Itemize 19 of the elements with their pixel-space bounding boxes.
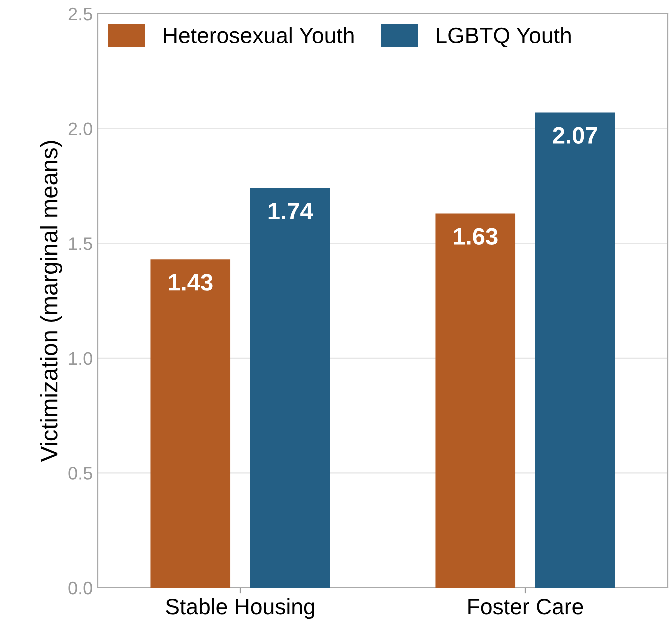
bar (250, 188, 330, 588)
text: 2.5 (68, 8, 92, 21)
text: 1.0 (69, 352, 92, 366)
text: 1.5 (69, 238, 92, 250)
bar (535, 112, 616, 588)
text: 2.0 (68, 122, 92, 136)
data-label: 1.74 (268, 203, 314, 220)
x-tick-label: Stable Housing (166, 598, 314, 620)
bar (150, 260, 231, 588)
legend-label: LGBTQ Youth (437, 27, 571, 48)
y-axis-title: Victimization (marginal means) (40, 141, 62, 462)
bar (436, 214, 516, 588)
x-tick-label: Foster Care (468, 599, 584, 615)
data-label: 1.63 (454, 228, 498, 246)
text: 0.0 (68, 582, 92, 595)
legend-label: Heterosexual Youth (164, 27, 354, 44)
data-label: 2.07 (553, 127, 598, 144)
text: 0.5 (68, 467, 92, 480)
data-label: 1.43 (169, 274, 213, 291)
